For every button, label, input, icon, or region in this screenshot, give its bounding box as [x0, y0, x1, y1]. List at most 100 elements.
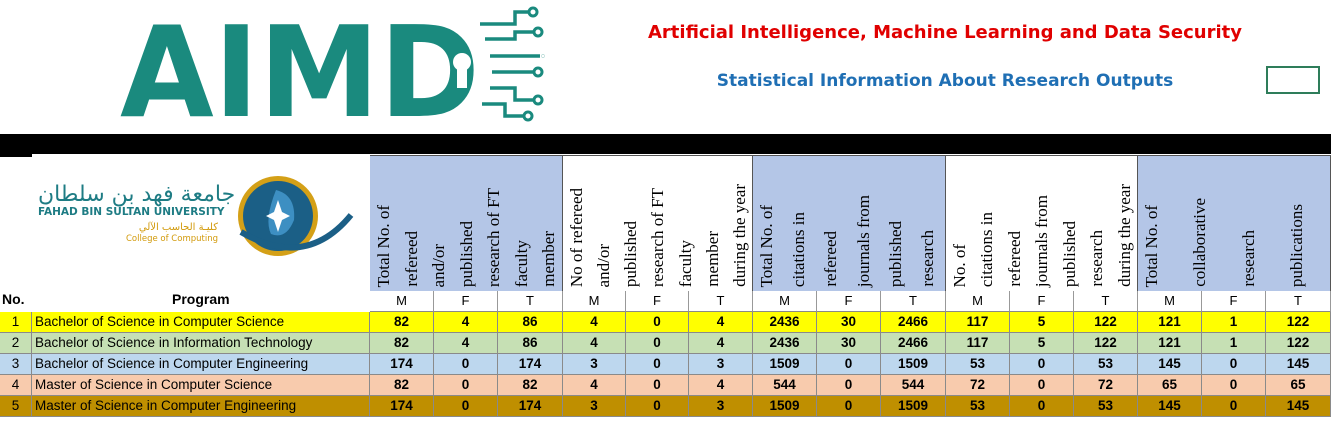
group-header-3: Total No. of citations in refereed journals… — [753, 155, 946, 291]
group-header-line: member — [539, 231, 558, 287]
value-cell: 4 — [434, 333, 498, 354]
value-cell: 1 — [1202, 312, 1266, 333]
value-cell: 4 — [563, 312, 626, 333]
value-cell: 53 — [946, 396, 1010, 417]
sub-header-cell: M — [563, 291, 626, 312]
row-number: 3 — [0, 354, 32, 375]
table-row[interactable]: 1 Bachelor of Science in Computer Science… — [0, 312, 1331, 333]
university-seal-icon — [238, 176, 354, 256]
value-cell: 82 — [370, 312, 434, 333]
group-header-line: research of FT — [648, 187, 667, 287]
group-header-line: Total No. of — [1142, 204, 1161, 287]
value-cell: 145 — [1266, 354, 1331, 375]
value-cell: 544 — [881, 375, 946, 396]
group-header-line: during the year — [730, 184, 749, 287]
value-cell: 2436 — [753, 312, 817, 333]
value-cell: 0 — [434, 354, 498, 375]
group-header-line: research of FT — [484, 187, 503, 287]
group-header-5: Total No. of collaborative research publica… — [1138, 155, 1331, 291]
value-cell: 3 — [563, 354, 626, 375]
sub-header-cell: M — [946, 291, 1010, 312]
value-cell: 4 — [434, 312, 498, 333]
value-cell: 0 — [626, 312, 689, 333]
value-cell: 4 — [563, 333, 626, 354]
group-header-line: journals from — [854, 194, 873, 287]
value-cell: 117 — [946, 312, 1010, 333]
value-cell: 2466 — [881, 312, 946, 333]
header-divider-tail — [0, 154, 32, 157]
value-cell: 0 — [1010, 354, 1074, 375]
value-cell: 121 — [1138, 333, 1202, 354]
group-header-line: citations in — [977, 211, 996, 287]
value-cell: 4 — [563, 375, 626, 396]
sub-header-cell: T — [689, 291, 753, 312]
sub-header-cell: M — [370, 291, 434, 312]
value-cell: 5 — [1010, 312, 1074, 333]
group-header-line: published — [886, 220, 905, 287]
sub-header-cell: T — [881, 291, 946, 312]
circuit-lines — [480, 10, 540, 118]
aimd-logo: AIMD — [120, 4, 545, 128]
value-cell: 82 — [370, 333, 434, 354]
group-header-1: Total No. of refereed and/or published resea… — [370, 155, 563, 291]
value-cell: 122 — [1074, 312, 1138, 333]
value-cell: 65 — [1138, 375, 1202, 396]
group-header-line: and/or — [594, 243, 613, 287]
group-header-line: faculty — [676, 239, 695, 287]
value-cell: 0 — [626, 396, 689, 417]
value-cell: 72 — [946, 375, 1010, 396]
group-header-line: member — [703, 231, 722, 287]
table-row[interactable]: 2 Bachelor of Science in Information Tech… — [0, 333, 1331, 354]
program-column-header: Program — [172, 291, 230, 307]
value-cell: 30 — [817, 333, 881, 354]
university-name-english: Fahad Bin Sultan University — [38, 206, 225, 218]
value-cell: 121 — [1138, 312, 1202, 333]
group-header-line: collaborative — [1190, 198, 1209, 287]
page-title: Artificial Intelligence, Machine Learnin… — [648, 22, 1242, 43]
value-cell: 3 — [689, 396, 753, 417]
value-cell: 145 — [1266, 396, 1331, 417]
value-cell: 86 — [498, 312, 563, 333]
value-cell: 1509 — [881, 354, 946, 375]
value-cell: 117 — [946, 333, 1010, 354]
program-name: Master of Science in Computer Science — [32, 375, 370, 396]
group-header-2: No of refereed and/or published research of… — [563, 155, 753, 291]
value-cell: 86 — [498, 333, 563, 354]
selected-cell-box[interactable] — [1266, 66, 1320, 94]
value-cell: 0 — [434, 375, 498, 396]
aimd-logo-text: AIMD — [120, 4, 480, 128]
value-cell: 145 — [1138, 354, 1202, 375]
sub-header-cell: F — [434, 291, 498, 312]
sub-header-cell: F — [626, 291, 689, 312]
value-cell: 53 — [946, 354, 1010, 375]
group-header-line: published — [1060, 220, 1079, 287]
value-cell: 0 — [817, 375, 881, 396]
group-header-line: faculty — [512, 239, 531, 287]
value-cell: 1509 — [881, 396, 946, 417]
college-name-english: College of Computing — [126, 234, 218, 244]
group-header-line: published — [621, 220, 640, 287]
value-cell: 0 — [626, 354, 689, 375]
value-cell: 65 — [1266, 375, 1331, 396]
table-row[interactable]: 3 Bachelor of Science in Computer Enginee… — [0, 354, 1331, 375]
group-header-line: refereed — [402, 231, 421, 287]
row-number: 2 — [0, 333, 32, 354]
university-name-arabic: جامعة فهد بن سلطان — [38, 182, 236, 207]
sub-header-cell: M — [1138, 291, 1202, 312]
group-header-line: and/or — [429, 243, 448, 287]
value-cell: 544 — [753, 375, 817, 396]
value-cell: 4 — [689, 312, 753, 333]
value-cell: 0 — [1010, 396, 1074, 417]
sub-header-cell: M — [753, 291, 817, 312]
table-row[interactable]: 4 Master of Science in Computer Science 82… — [0, 375, 1331, 396]
program-name: Bachelor of Science in Computer Science — [32, 312, 370, 333]
group-header-line: Total No. of — [374, 204, 393, 287]
value-cell: 4 — [689, 333, 753, 354]
value-cell: 4 — [689, 375, 753, 396]
sub-header-cell: T — [1266, 291, 1331, 312]
value-cell: 0 — [817, 396, 881, 417]
sub-header-cell: F — [817, 291, 881, 312]
table-row[interactable]: 5 Master of Science in Computer Engineeri… — [0, 396, 1331, 417]
value-cell: 3 — [689, 354, 753, 375]
group-header-line: during the year — [1115, 184, 1134, 287]
